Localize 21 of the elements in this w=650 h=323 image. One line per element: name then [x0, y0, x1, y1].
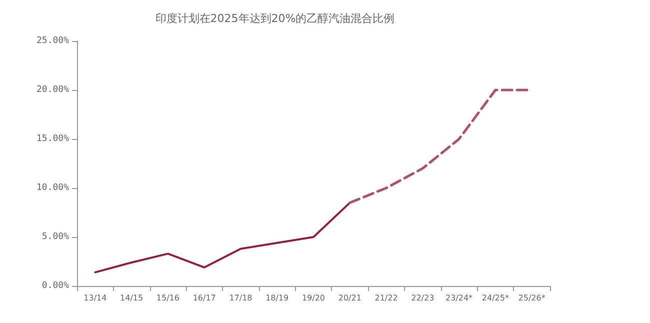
y-tick-label: 20.00% — [36, 85, 70, 95]
x-tick-label: 23/24* — [446, 294, 473, 302]
chart-title: 印度计划在2025年达到20%的乙醇汽油混合比例 — [155, 12, 395, 25]
y-tick-label: 25.00% — [36, 36, 70, 46]
x-tick-label: 19/20 — [302, 294, 326, 302]
y-tick-label: 5.00% — [42, 232, 70, 242]
x-tick-label: 24/25* — [482, 294, 509, 302]
x-tick-label: 22/23 — [411, 294, 434, 302]
y-tick-label: 0.00% — [42, 281, 70, 291]
x-tick-label: 20/21 — [338, 294, 362, 302]
x-tick-label: 18/19 — [266, 294, 289, 302]
x-tick-label: 25/26* — [518, 294, 546, 302]
line-series — [94, 202, 351, 274]
x-tick-label: 14/15 — [120, 294, 144, 302]
x-tick-label: 17/18 — [229, 294, 252, 302]
y-tick-label: 10.00% — [36, 183, 70, 193]
x-tick-label: 21/22 — [374, 294, 398, 302]
y-tick-label: 15.00% — [36, 134, 70, 144]
x-tick-label: 13/14 — [84, 294, 107, 302]
x-tick-label: 15/16 — [156, 294, 180, 302]
x-tick-label: 16/17 — [192, 294, 216, 302]
